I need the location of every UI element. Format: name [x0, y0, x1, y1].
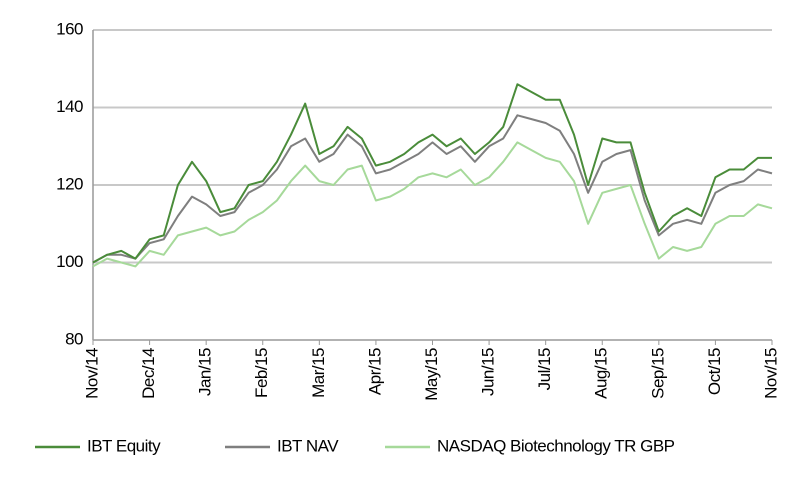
legend-label: NASDAQ Biotechnology TR GBP: [437, 436, 675, 455]
legend-label: IBT NAV: [277, 436, 339, 455]
series-line: [92, 141, 773, 268]
x-tick-label: Aug/15: [592, 348, 611, 399]
x-tick-label: Nov/15: [761, 348, 780, 399]
y-tick-label: 80: [65, 329, 83, 348]
x-tick-label: Dec/14: [139, 348, 158, 399]
x-tick-label: Oct/15: [705, 348, 724, 395]
x-tick-label: Jan/15: [196, 348, 215, 396]
x-tick-label: Feb/15: [252, 348, 271, 398]
x-tick-label: Sep/15: [648, 348, 667, 399]
x-tick-label: May/15: [422, 348, 441, 401]
y-tick-label: 100: [56, 252, 83, 271]
series-line: [92, 114, 773, 264]
x-tick-label: Jul/15: [535, 348, 554, 390]
y-tick-label: 160: [56, 19, 83, 38]
x-tick-label: Jun/15: [479, 348, 498, 396]
x-tick-label: Mar/15: [309, 348, 328, 398]
x-tick-label: Nov/14: [82, 348, 101, 399]
y-tick-label: 140: [56, 97, 83, 116]
x-tick-label: Apr/15: [365, 348, 384, 395]
series-line: [92, 83, 772, 264]
y-tick-label: 120: [56, 174, 83, 193]
legend-label: IBT Equity: [87, 436, 161, 455]
